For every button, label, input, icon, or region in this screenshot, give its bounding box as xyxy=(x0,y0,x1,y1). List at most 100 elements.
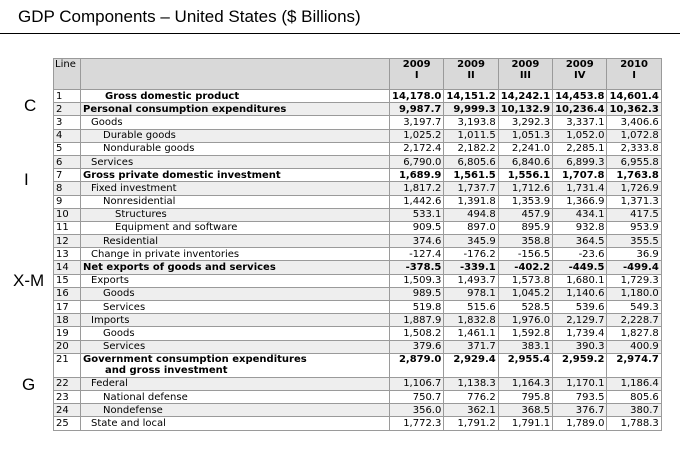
row-value: 1,025.2 xyxy=(388,128,445,143)
row-label: Imports xyxy=(80,313,390,328)
row-value: 1,739.4 xyxy=(552,326,608,341)
row-value: 2,333.8 xyxy=(606,141,662,156)
row-label: Gross domestic product xyxy=(80,88,390,104)
row-value: 400.9 xyxy=(606,339,662,354)
row-value: 989.5 xyxy=(388,286,445,302)
gdp-table: Line 2009 I 2009 II 2009 III 2009 IV 2010 I 1… xyxy=(53,58,662,431)
row-line-number: 4 xyxy=(53,128,81,143)
row-value: 6,899.3 xyxy=(552,154,608,170)
column-header: 2009 I xyxy=(388,58,445,90)
row-value: 897.0 xyxy=(443,220,499,236)
row-value: 776.2 xyxy=(443,389,499,405)
row-value: 1,561.5 xyxy=(443,168,499,183)
row-value: 795.8 xyxy=(497,389,554,405)
column-header: 2009 III xyxy=(497,58,554,90)
row-label: State and local xyxy=(80,416,390,431)
row-value: 528.5 xyxy=(497,299,554,315)
row-line-number: 22 xyxy=(53,376,81,391)
row-value: 805.6 xyxy=(606,389,662,405)
row-value: -339.1 xyxy=(443,260,499,275)
table-row: 23 National defense 750.7 776.2 795.8 793.5 80… xyxy=(53,389,662,405)
table-row: 20 Services 379.6 371.7 383.1 390.3 400.9 xyxy=(53,339,662,354)
row-value: 1,726.9 xyxy=(606,181,662,196)
row-value: -402.2 xyxy=(497,260,554,275)
column-header: 2009 IV xyxy=(552,58,608,90)
table-row: 1 Gross domestic product 14,178.0 14,151.2 1… xyxy=(53,88,662,104)
table-row: 22 Federal 1,106.7 1,138.3 1,164.3 1,170.1 1,1… xyxy=(53,376,662,391)
row-line-number: 15 xyxy=(53,273,81,288)
column-header: 2009 II xyxy=(443,58,499,90)
row-line-number: 11 xyxy=(53,220,81,236)
row-value: 6,955.8 xyxy=(606,154,662,170)
table-row: 25 State and local 1,772.3 1,791.2 1,791.1 1,… xyxy=(53,416,662,431)
row-value: 374.6 xyxy=(388,234,445,249)
row-value: 1,763.8 xyxy=(606,168,662,183)
row-line-number: 7 xyxy=(53,168,81,183)
row-value: 1,509.3 xyxy=(388,273,445,288)
slide-title: GDP Components – United States ($ Billio… xyxy=(18,7,361,26)
row-value: 2,879.0 xyxy=(388,352,445,378)
row-value: 1,592.8 xyxy=(497,326,554,341)
row-value: 2,959.2 xyxy=(552,352,608,378)
row-value: 1,737.7 xyxy=(443,181,499,196)
row-label: Goods xyxy=(80,115,390,130)
row-value: 1,106.7 xyxy=(388,376,445,391)
row-value: 2,241.0 xyxy=(497,141,554,156)
row-value: 364.5 xyxy=(552,234,608,249)
side-label-g: G xyxy=(22,375,36,394)
row-label: Net exports of goods and services xyxy=(80,260,390,275)
row-value: 1,827.8 xyxy=(606,326,662,341)
row-value: 2,228.7 xyxy=(606,313,662,328)
row-value: 383.1 xyxy=(497,339,554,354)
row-label: Personal consumption expenditures xyxy=(80,102,390,117)
row-value: 6,805.6 xyxy=(443,154,499,170)
column-header: 2010 I xyxy=(606,58,662,90)
row-line-number: 20 xyxy=(53,339,81,354)
row-value: 515.6 xyxy=(443,299,499,315)
row-value: 1,791.1 xyxy=(497,416,554,431)
row-value: 1,508.2 xyxy=(388,326,445,341)
row-value: 371.7 xyxy=(443,339,499,354)
row-value: 519.8 xyxy=(388,299,445,315)
row-value: 1,442.6 xyxy=(388,194,445,209)
row-value: 494.8 xyxy=(443,207,499,222)
row-line-number: 8 xyxy=(53,181,81,196)
row-value: 355.5 xyxy=(606,234,662,249)
row-value: 2,172.4 xyxy=(388,141,445,156)
row-line-number: 6 xyxy=(53,154,81,170)
table-row: 9 Nonresidential 1,442.6 1,391.8 1,353.9 1,36… xyxy=(53,194,662,209)
row-value: 6,790.0 xyxy=(388,154,445,170)
row-label: Fixed investment xyxy=(80,181,390,196)
row-line-number: 23 xyxy=(53,389,81,405)
row-label: Equipment and software xyxy=(80,220,390,236)
row-label: Gross private domestic investment xyxy=(80,168,390,183)
row-label: Nondefense xyxy=(80,403,390,418)
table-row: 15 Exports 1,509.3 1,493.7 1,573.8 1,680.1 1,7… xyxy=(53,273,662,288)
row-value: 2,182.2 xyxy=(443,141,499,156)
row-line-number: 3 xyxy=(53,115,81,130)
row-value: 2,285.1 xyxy=(552,141,608,156)
row-label: Goods xyxy=(80,286,390,302)
row-value: 1,052.0 xyxy=(552,128,608,143)
table-row: 10 Structures 533.1 494.8 457.9 434.1 417.5 xyxy=(53,207,662,222)
row-value: 6,840.6 xyxy=(497,154,554,170)
row-value: -176.2 xyxy=(443,247,499,262)
row-value: 417.5 xyxy=(606,207,662,222)
row-line-number: 16 xyxy=(53,286,81,302)
table-row: 3 Goods 3,197.7 3,193.8 3,292.3 3,337.1 3,406.… xyxy=(53,115,662,130)
row-value: 3,197.7 xyxy=(388,115,445,130)
row-label: Goods xyxy=(80,326,390,341)
row-value: 356.0 xyxy=(388,403,445,418)
row-value: 2,955.4 xyxy=(497,352,554,378)
row-value: 14,178.0 xyxy=(388,88,445,104)
side-label-i: I xyxy=(24,170,29,189)
row-value: 1,976.0 xyxy=(497,313,554,328)
row-value: 1,493.7 xyxy=(443,273,499,288)
row-value: 1,772.3 xyxy=(388,416,445,431)
row-line-number: 5 xyxy=(53,141,81,156)
row-label: Nondurable goods xyxy=(80,141,390,156)
row-value: 1,573.8 xyxy=(497,273,554,288)
row-value: 2,974.7 xyxy=(606,352,662,378)
table-row: 19 Goods 1,508.2 1,461.1 1,592.8 1,739.4 1,827… xyxy=(53,326,662,341)
row-value: 1,556.1 xyxy=(497,168,554,183)
